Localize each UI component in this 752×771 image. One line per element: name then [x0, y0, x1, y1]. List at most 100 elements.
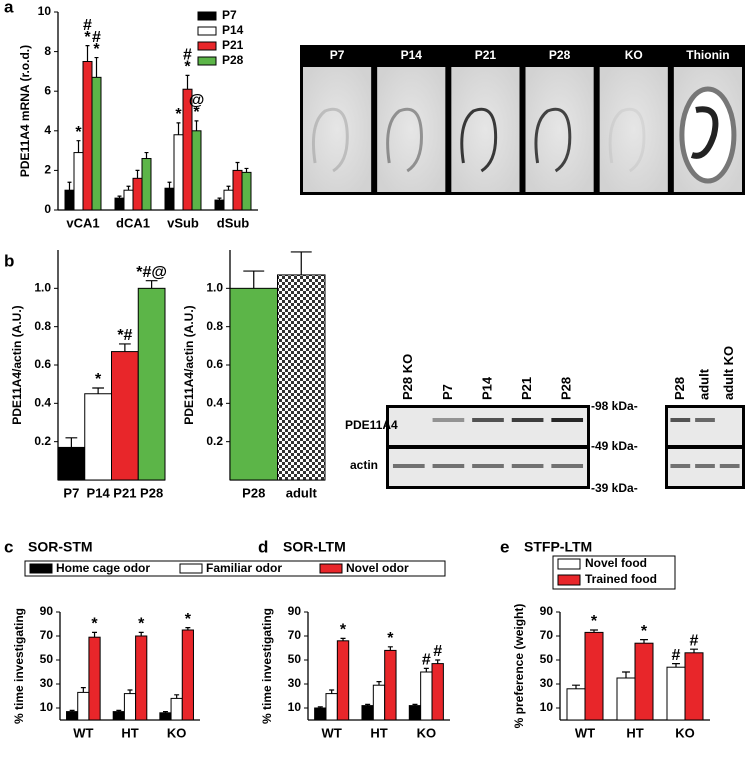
- legend-swatch: [197, 11, 217, 21]
- error-bar: [174, 694, 180, 699]
- lane-label: adult KO: [721, 346, 736, 400]
- x-tick-label: KO: [417, 725, 437, 740]
- y-tick-label: 0: [44, 202, 51, 216]
- bar: [214, 199, 225, 211]
- y-tick-label: 90: [540, 604, 554, 618]
- legend-swatch: [29, 563, 53, 574]
- significance-mark: #: [433, 643, 442, 660]
- band: [432, 418, 465, 422]
- error-bar: [92, 387, 105, 394]
- bar: [173, 134, 184, 211]
- error-bar: [640, 639, 648, 644]
- legend-label: P28: [222, 53, 244, 67]
- legend-swatch: [179, 563, 203, 574]
- bar: [223, 189, 234, 211]
- significance-mark: *: [185, 611, 192, 628]
- band: [670, 464, 691, 468]
- x-tick-label: KO: [167, 725, 187, 740]
- y-axis-label: % time investigating: [260, 608, 274, 724]
- significance-mark: *: [138, 616, 145, 633]
- bar: [372, 684, 386, 721]
- x-tick-label: P28: [242, 485, 265, 500]
- tissue: [690, 106, 719, 159]
- blot-image: [668, 408, 742, 445]
- y-tick-label: 70: [288, 628, 302, 642]
- y-tick-label: 6: [44, 83, 51, 97]
- error-bar: [185, 627, 191, 630]
- y-tick-label: 0.2: [34, 434, 51, 448]
- error-bar: [118, 343, 131, 352]
- band: [511, 418, 544, 422]
- error-bar: [116, 709, 122, 712]
- significance-mark: #: [92, 29, 101, 46]
- y-tick-label: 30: [40, 676, 54, 690]
- tissue: [608, 107, 646, 173]
- panel-title: SOR-STM: [28, 539, 93, 555]
- bar: [361, 705, 374, 721]
- significance-mark: *: [175, 106, 182, 123]
- y-tick-label: 8: [44, 44, 51, 58]
- significance-mark: @: [189, 92, 205, 109]
- x-tick-label: P7: [63, 485, 79, 500]
- error-bar: [69, 709, 75, 712]
- tissue: [460, 107, 498, 173]
- y-tick-label: 70: [540, 628, 554, 642]
- bar: [82, 61, 93, 211]
- lane-label: adult: [696, 368, 711, 400]
- legend-label: P14: [222, 23, 244, 37]
- significance-mark: *: [91, 616, 98, 633]
- error-bar: [244, 167, 249, 173]
- bar: [431, 663, 444, 721]
- x-tick-label: adult: [286, 485, 318, 500]
- y-tick-label: 0.6: [206, 357, 223, 371]
- error-bar: [622, 671, 630, 678]
- significance-mark: *: [184, 59, 191, 76]
- band: [551, 418, 584, 422]
- marker-label: -49 kDa-: [591, 439, 638, 453]
- error-bar: [387, 646, 393, 651]
- error-bar: [243, 270, 265, 289]
- y-tick-label: 0.8: [34, 319, 51, 333]
- error-bar: [317, 706, 323, 708]
- error-bar: [412, 703, 418, 706]
- lane-label: P21: [519, 377, 534, 400]
- legend-swatch: [197, 56, 217, 66]
- lane-label: P28: [559, 377, 574, 400]
- bar: [666, 666, 686, 721]
- error-bar: [144, 151, 149, 159]
- y-axis-label: % preference (weight): [512, 604, 526, 729]
- significance-mark: #: [83, 17, 92, 34]
- x-tick-label: P14: [87, 485, 111, 500]
- x-tick-label: WT: [73, 725, 93, 740]
- image-label: P21: [475, 48, 497, 62]
- panel-letter: b: [4, 251, 14, 270]
- error-bar: [423, 667, 429, 672]
- error-bar: [65, 437, 78, 448]
- error-bar: [185, 74, 190, 90]
- panel-letter: e: [500, 537, 509, 556]
- error-bar: [572, 684, 580, 689]
- error-bar: [590, 629, 598, 633]
- y-axis-label: PDE11A4 mRNA (r.o.d.): [18, 45, 32, 177]
- error-bar: [85, 45, 90, 62]
- marker-label: -39 kDa-: [591, 481, 638, 495]
- bar: [566, 688, 586, 721]
- x-tick-label: HT: [626, 725, 643, 740]
- y-tick-label: 90: [288, 604, 302, 618]
- bar: [616, 677, 636, 721]
- y-tick-label: 50: [540, 652, 554, 666]
- significance-mark: #: [183, 47, 192, 64]
- error-bar: [217, 197, 222, 201]
- error-bar: [94, 56, 99, 78]
- lane-label: P7: [440, 384, 455, 400]
- panel-title: STFP-LTM: [524, 539, 592, 555]
- bar: [111, 351, 139, 481]
- bar: [277, 274, 326, 481]
- error-bar: [76, 140, 81, 153]
- error-bar: [365, 703, 371, 706]
- band: [695, 464, 715, 468]
- legend-label: Novel odor: [346, 561, 409, 575]
- y-tick-label: 0.6: [34, 357, 51, 371]
- bar: [132, 177, 143, 211]
